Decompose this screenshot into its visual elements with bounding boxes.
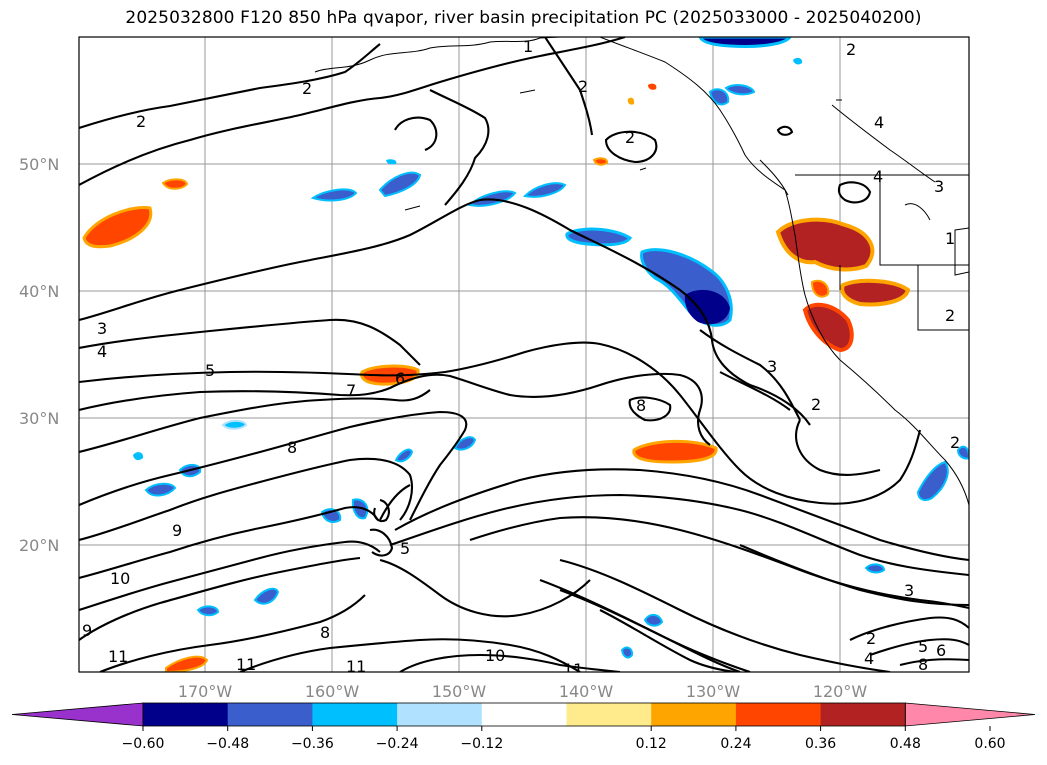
coastlines	[314, 37, 969, 506]
lon-label: 120°W	[813, 682, 868, 701]
colorbar-segment	[481, 703, 567, 726]
contour-label: 4	[97, 342, 107, 361]
colorbar-outline	[142, 702, 906, 727]
colorbar-tick-label: −0.60	[122, 736, 165, 752]
contour-label: 10	[110, 569, 130, 588]
colorbar-tick-label: 0.36	[805, 736, 836, 752]
contour-label: 7	[346, 381, 356, 400]
contour-label: 3	[767, 357, 777, 376]
colorbar-extend-left	[11, 702, 144, 727]
lon-label: 150°W	[432, 682, 487, 701]
contour-label: 9	[82, 621, 92, 640]
contour-label: 10	[485, 646, 505, 665]
map-title: 2025032800 F120 850 hPa qvapor, river ba…	[125, 8, 922, 28]
latitude-labels: 50°N 40°N 30°N 20°N	[19, 155, 59, 555]
contour-label: 6	[395, 369, 405, 388]
contour-label: 4	[864, 649, 874, 668]
contour-label: 4	[874, 113, 884, 132]
contour-label: 2	[302, 79, 312, 98]
contour-label: 8	[636, 396, 646, 415]
contour-label: 3	[904, 581, 914, 600]
contour-label: 5	[400, 539, 410, 558]
lat-label: 20°N	[19, 536, 59, 555]
contour-label: 8	[320, 623, 330, 642]
contour-label: 5	[918, 637, 928, 656]
contour-label: 11	[108, 647, 128, 666]
contour-label: 9	[172, 521, 182, 540]
contour-label: 3	[934, 177, 944, 196]
contour-label: 11	[236, 655, 256, 674]
contour-label: 2	[578, 77, 588, 96]
contour-label-group: 2 2 2 2 2 4 4 3 3 4 5 6 7 8 8 9 10 11 11…	[82, 37, 960, 679]
map-frame	[78, 36, 970, 673]
contour-label: 2	[866, 629, 876, 648]
contour-label: 11	[563, 660, 583, 679]
precip-shading	[82, 37, 969, 672]
lon-label: 160°W	[305, 682, 360, 701]
contour-label: 8	[918, 655, 928, 674]
colorbar-tick-label: 0.60	[974, 736, 1005, 752]
colorbar-segment	[735, 703, 822, 726]
contour-label: 2	[625, 128, 635, 147]
colorbar-segment	[566, 703, 652, 726]
contour-label: 2	[811, 395, 821, 414]
colorbar: −0.60 −0.48 −0.36 −0.24 −0.12 0.12 0.24 0.36 0.4…	[11, 702, 1036, 752]
contour-label: 1	[945, 229, 955, 248]
lon-label: 140°W	[559, 682, 614, 701]
longitude-labels: 170°W 160°W 150°W 140°W 130°W 120°W	[178, 682, 868, 701]
colorbar-tick-label: 0.24	[720, 736, 751, 752]
lon-label: 170°W	[178, 682, 233, 701]
colorbar-tick-label: −0.48	[206, 736, 249, 752]
contour-label: 1	[523, 37, 533, 56]
contour-label: 2	[950, 433, 960, 452]
colorbar-extend-right	[904, 702, 1036, 727]
contour-lines	[79, 37, 969, 672]
contour-label: 8	[287, 438, 297, 457]
contour-label: 2	[945, 306, 955, 325]
contour-label: 5	[205, 361, 215, 380]
colorbar-segment	[651, 703, 737, 726]
colorbar-segment	[397, 703, 483, 726]
lon-label: 130°W	[686, 682, 741, 701]
colorbar-segment	[143, 703, 229, 726]
lat-label: 30°N	[19, 409, 59, 428]
colorbar-segment	[227, 703, 313, 726]
contour-label: 2	[136, 112, 146, 131]
lat-label: 40°N	[19, 282, 59, 301]
colorbar-tick-label: −0.12	[460, 736, 503, 752]
contour-label: 11	[346, 657, 366, 676]
gridlines	[79, 37, 969, 672]
colorbar-tick-label: 0.12	[636, 736, 667, 752]
contour-label: 6	[936, 641, 946, 660]
colorbar-tick-label: −0.24	[376, 736, 419, 752]
colorbar-tick-label: −0.36	[291, 736, 334, 752]
colorbar-segment	[820, 703, 906, 726]
contour-label: 4	[873, 167, 883, 186]
contour-label: 3	[97, 319, 107, 338]
colorbar-tick-label: 0.48	[890, 736, 921, 752]
contour-label: 2	[846, 40, 856, 59]
colorbar-segment	[312, 703, 398, 726]
lat-label: 50°N	[19, 155, 59, 174]
